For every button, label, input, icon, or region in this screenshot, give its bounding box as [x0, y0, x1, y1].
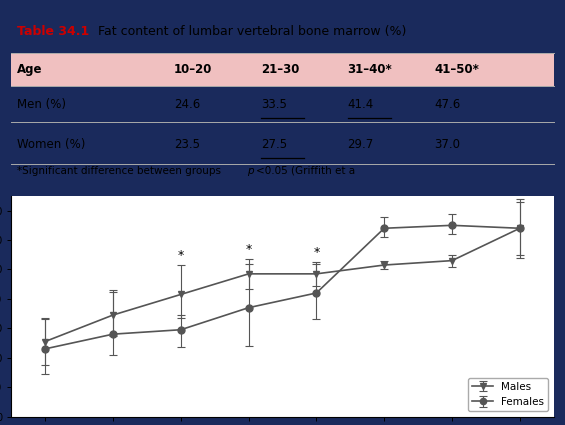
Text: Table 34.1: Table 34.1: [17, 25, 89, 38]
Text: Fat content of lumbar vertebral bone marrow (%): Fat content of lumbar vertebral bone mar…: [90, 25, 406, 38]
Text: 27.5: 27.5: [261, 138, 287, 151]
Text: 24.6: 24.6: [174, 98, 200, 111]
Text: Women (%): Women (%): [17, 138, 85, 151]
Text: Age: Age: [17, 62, 42, 76]
Text: 31–40*: 31–40*: [347, 62, 392, 76]
Text: *Significant difference between groups: *Significant difference between groups: [17, 166, 224, 176]
Text: Men (%): Men (%): [17, 98, 66, 111]
Text: *: *: [177, 249, 184, 262]
Text: 10–20: 10–20: [174, 62, 212, 76]
Text: 47.6: 47.6: [434, 98, 460, 111]
Text: 41.4: 41.4: [347, 98, 374, 111]
Text: 33.5: 33.5: [261, 98, 286, 111]
Text: 41–50*: 41–50*: [434, 62, 479, 76]
FancyBboxPatch shape: [11, 53, 554, 85]
Text: <0.05 (Griffith et a: <0.05 (Griffith et a: [257, 166, 355, 176]
Text: 37.0: 37.0: [434, 138, 460, 151]
Text: *: *: [245, 243, 252, 256]
Text: 23.5: 23.5: [174, 138, 200, 151]
Text: 21–30: 21–30: [261, 62, 299, 76]
Text: *: *: [313, 246, 320, 259]
Legend: Males, Females: Males, Females: [468, 378, 549, 411]
Text: p: p: [247, 166, 254, 176]
Text: 29.7: 29.7: [347, 138, 374, 151]
